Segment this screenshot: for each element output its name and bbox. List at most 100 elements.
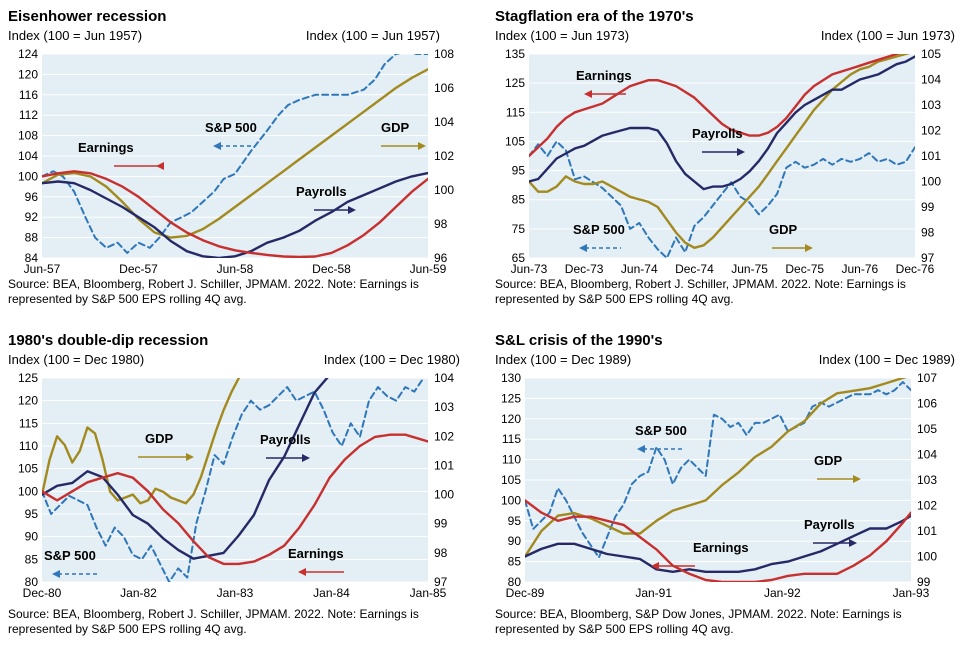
y-left-tick-label: 120: [501, 412, 521, 426]
y-left-tick-label: 110: [502, 453, 521, 467]
y-left-tick-label: 124: [18, 47, 38, 61]
annotation-payrolls: Payrolls: [804, 517, 855, 532]
x-tick-label: Dec-76: [896, 262, 935, 276]
y-right-tick-label: 100: [917, 550, 937, 564]
series-line-gdp: [525, 378, 907, 558]
y-left-tick-label: 95: [25, 507, 39, 521]
annotation-arrow-head: [651, 562, 659, 570]
annotation-arrow-head: [418, 142, 426, 150]
series-line-earnings: [42, 170, 428, 258]
x-tick-label: Jan-83: [217, 586, 254, 600]
y-left-tick-label: 120: [18, 67, 38, 81]
source-line: Source: BEA, Bloomberg, Robert J. Schill…: [8, 277, 419, 291]
annotation-arrow-head: [348, 206, 356, 214]
chart-title: 1980's double-dip recession: [8, 332, 209, 349]
y-right-tick-label: 101: [917, 524, 937, 538]
y-left-tick-label: 75: [512, 222, 526, 236]
plot-area: [529, 54, 915, 258]
chart-panel-sl-crisis: S&L crisis of the 1990's Index (100 = De…: [495, 332, 955, 642]
y-left-tick-label: 90: [25, 530, 39, 544]
x-tick-label: Jun-75: [731, 262, 768, 276]
y-right-tick-label: 106: [917, 397, 937, 411]
y-left-tick-label: 80: [25, 575, 39, 589]
y-left-tick-label: 115: [502, 432, 521, 446]
annotation-sp500: S&P 500: [573, 222, 625, 237]
y-right-tick-label: 106: [434, 81, 454, 95]
y-left-tick-label: 125: [505, 76, 525, 90]
y-left-tick-label: 95: [508, 514, 522, 528]
source-line: Source: BEA, Bloomberg, S&P Dow Jones, J…: [495, 607, 902, 621]
x-tick-label: Jun-73: [511, 262, 548, 276]
y-left-tick-label: 100: [501, 493, 521, 507]
left-axis-label: Index (100 = Jun 1973): [495, 28, 630, 43]
annotation-arrow-head: [579, 244, 587, 252]
y-right-tick-label: 104: [921, 73, 941, 87]
y-left-tick-label: 88: [25, 231, 39, 245]
y-left-tick-label: 108: [18, 129, 38, 143]
x-tick-label: Dec-57: [119, 262, 158, 276]
chart-svg: 84 88 92 96 100 104 108 112 116 120 124 96 98 100 102 1…: [18, 47, 454, 276]
y-right-tick-label: 100: [434, 183, 454, 197]
source-line: represented by S&P 500 EPS rolling 4Q av…: [495, 622, 734, 636]
annotation-earnings: Earnings: [693, 540, 749, 555]
y-right-tick-label: 98: [921, 226, 935, 240]
y-right-tick-label: 103: [917, 473, 937, 487]
x-tick-label: Jan-93: [893, 586, 930, 600]
y-right-tick-label: 102: [921, 124, 941, 138]
y-left-tick-label: 85: [25, 552, 39, 566]
series-line-sp500: [42, 378, 425, 582]
y-left-tick-label: 100: [18, 484, 38, 498]
series-line-gdp: [42, 378, 241, 505]
source-note: Source: BEA, Bloomberg, Robert J. Schill…: [8, 607, 419, 637]
annotation-arrow-head: [737, 148, 745, 156]
right-axis-label: Index (100 = Dec 1989): [818, 352, 955, 367]
annotation-earnings: Earnings: [576, 68, 632, 83]
y-left-tick-label: 115: [506, 105, 525, 119]
source-line: represented by S&P 500 EPS rolling 4Q av…: [495, 292, 734, 306]
y-right-tick-label: 105: [921, 47, 941, 61]
annotation-gdp: GDP: [381, 120, 410, 135]
y-left-tick-label: 96: [25, 190, 39, 204]
annotation-sp500: S&P 500: [44, 548, 96, 563]
annotation-gdp: GDP: [145, 431, 174, 446]
y-right-tick-label: 102: [917, 499, 937, 513]
chart-svg: 80 85 90 95 100 105 110 115 120 125 130 99 100 101 102…: [501, 371, 937, 600]
right-axis-label: Index (100 = Jun 1957): [305, 28, 440, 43]
left-axis-label: Index (100 = Jun 1957): [8, 28, 143, 43]
source-line: Source: BEA, Bloomberg, Robert J. Schill…: [495, 277, 906, 291]
x-tick-label: Jun-76: [842, 262, 879, 276]
annotation-earnings: Earnings: [78, 140, 134, 155]
annotation-payrolls: Payrolls: [692, 126, 743, 141]
y-right-tick-label: 105: [917, 422, 937, 436]
chart-panel-double-dip: 1980's double-dip recession Index (100 =…: [8, 332, 460, 642]
x-tick-label: Jan-84: [313, 586, 350, 600]
y-right-tick-label: 101: [434, 458, 454, 472]
plot-area: [42, 378, 428, 582]
y-left-tick-label: 85: [508, 555, 522, 569]
left-axis-label: Index (100 = Dec 1989): [495, 352, 632, 367]
y-left-tick-label: 80: [508, 575, 522, 589]
x-tick-label: Jun-57: [24, 262, 61, 276]
y-left-tick-label: 125: [18, 371, 38, 385]
annotation-arrow-head: [302, 454, 310, 462]
chart-title: S&L crisis of the 1990's: [495, 332, 663, 349]
x-tick-label: Jan-91: [635, 586, 672, 600]
x-tick-label: Jan-82: [120, 586, 157, 600]
series-line-earnings: [529, 54, 901, 158]
series-line-earnings: [525, 499, 911, 582]
x-tick-label: Jun-74: [621, 262, 658, 276]
y-left-tick-label: 110: [19, 439, 38, 453]
annotation-arrow-head: [853, 475, 861, 483]
y-left-tick-label: 116: [19, 88, 38, 102]
y-right-tick-label: 100: [434, 488, 454, 502]
y-left-tick-label: 95: [512, 164, 526, 178]
y-left-tick-label: 135: [505, 47, 525, 61]
annotation-arrow-head: [156, 162, 164, 170]
annotation-gdp: GDP: [769, 222, 798, 237]
annotation-arrow-head: [637, 445, 645, 453]
y-right-tick-label: 104: [917, 448, 937, 462]
y-right-tick-label: 100: [921, 175, 941, 189]
y-right-tick-label: 103: [921, 98, 941, 112]
chart-panel-stagflation: Stagflation era of the 1970's Index (100…: [495, 8, 955, 308]
annotation-gdp: GDP: [814, 453, 843, 468]
